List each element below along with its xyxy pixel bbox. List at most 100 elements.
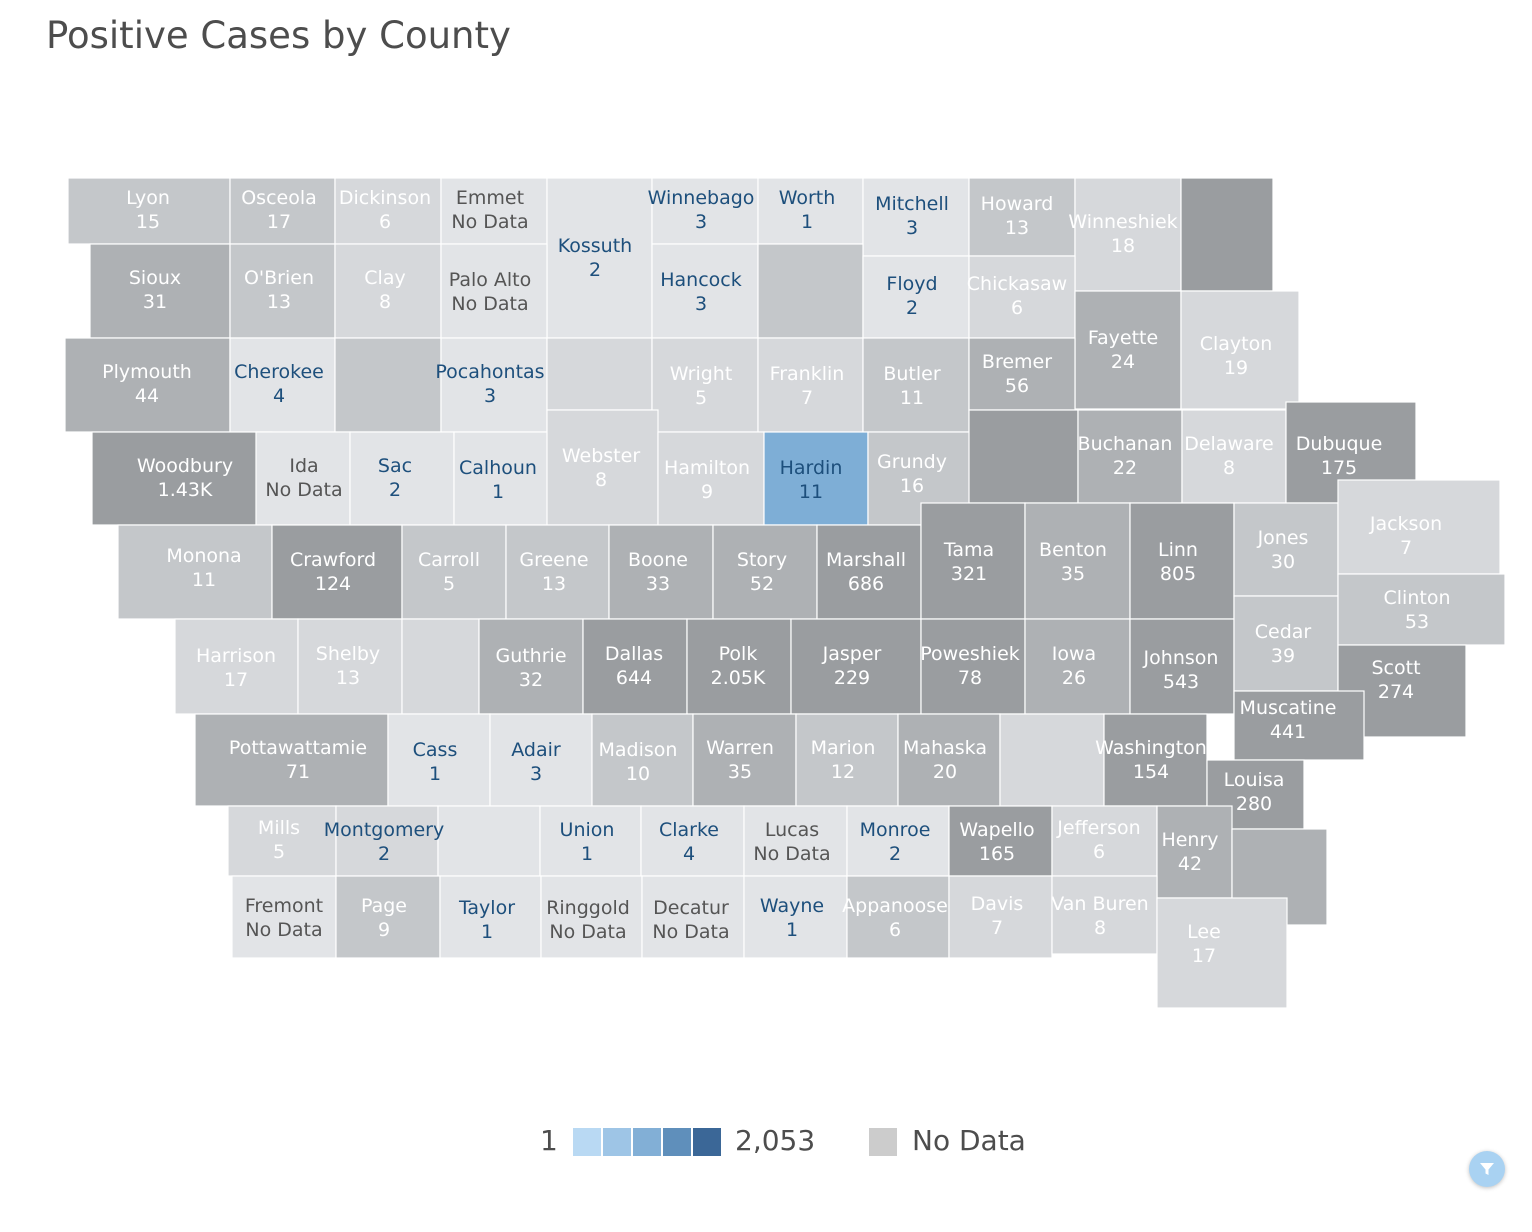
county-label-marshall: Marshall xyxy=(826,549,906,571)
county-story[interactable] xyxy=(712,524,818,620)
county-madison[interactable] xyxy=(591,713,694,807)
county-value-grundy: 16 xyxy=(900,475,924,497)
county-humboldt[interactable] xyxy=(546,337,653,411)
county-buena-vista[interactable] xyxy=(334,337,442,433)
county-adams[interactable] xyxy=(437,805,541,877)
county-harrison[interactable] xyxy=(174,618,299,715)
county-wright[interactable] xyxy=(651,337,759,433)
county-dickinson[interactable] xyxy=(334,177,442,245)
county-value-clayton: 19 xyxy=(1224,357,1248,379)
county-wayne[interactable] xyxy=(743,875,848,959)
county-clay[interactable] xyxy=(334,243,442,339)
county-marshall[interactable] xyxy=(816,524,922,620)
county-floyd[interactable] xyxy=(862,255,970,339)
county-sioux[interactable] xyxy=(89,243,231,339)
county-crawford[interactable] xyxy=(271,524,403,620)
county-label-jasper: Jasper xyxy=(822,643,882,665)
county-taylor[interactable] xyxy=(439,875,542,959)
county-benton[interactable] xyxy=(1024,502,1131,620)
county-sac[interactable] xyxy=(349,431,455,526)
county-muscatine[interactable] xyxy=(1233,690,1365,761)
county-monona[interactable] xyxy=(117,524,273,620)
county-kossuth[interactable] xyxy=(546,177,653,339)
county-lucas[interactable] xyxy=(743,805,848,877)
county-value-van-buren: 8 xyxy=(1094,917,1106,939)
county-lyon[interactable] xyxy=(67,177,231,245)
county-fayette[interactable] xyxy=(1074,290,1182,410)
county-mitchell[interactable] xyxy=(862,177,970,257)
county-lee[interactable] xyxy=(1156,897,1288,1009)
county-jefferson[interactable] xyxy=(1051,805,1158,877)
county-clarke[interactable] xyxy=(640,805,745,877)
county-henry[interactable] xyxy=(1156,805,1233,899)
county-osceola[interactable] xyxy=(229,177,336,245)
county-jones[interactable] xyxy=(1233,502,1339,597)
county-decatur[interactable] xyxy=(641,875,745,959)
county-shelby[interactable] xyxy=(297,618,403,715)
county-greene[interactable] xyxy=(505,524,610,620)
county-value-marion: 12 xyxy=(831,761,855,783)
county-ringgold[interactable] xyxy=(540,875,643,959)
county-hancock[interactable] xyxy=(651,243,759,339)
county-pottawattamie[interactable] xyxy=(194,713,389,807)
county-franklin[interactable] xyxy=(757,337,864,433)
county-dallas[interactable] xyxy=(582,618,688,715)
county-delaware[interactable] xyxy=(1181,409,1287,504)
county-black-hawk[interactable] xyxy=(968,409,1079,504)
county-marion[interactable] xyxy=(795,713,899,807)
county-warren[interactable] xyxy=(692,713,797,807)
county-woodbury[interactable] xyxy=(91,431,273,526)
county-label-osceola: Osceola xyxy=(241,187,317,209)
county-washington[interactable] xyxy=(1103,713,1208,807)
county-winneshiek[interactable] xyxy=(1074,177,1182,292)
county-value-webster: 8 xyxy=(595,469,607,491)
county-van-buren[interactable] xyxy=(1051,875,1158,955)
county-palo-alto[interactable] xyxy=(440,243,548,339)
county-jackson[interactable] xyxy=(1337,479,1501,575)
county-clayton[interactable] xyxy=(1180,290,1300,410)
county-union[interactable] xyxy=(539,805,642,877)
county-cerro-gordo[interactable] xyxy=(757,243,864,339)
county-butler[interactable] xyxy=(862,337,970,433)
county-label-fayette: Fayette xyxy=(1088,327,1158,349)
county-clinton[interactable] xyxy=(1337,573,1506,646)
county-label-poweshiek: Poweshiek xyxy=(920,643,1020,665)
county-cherokee[interactable] xyxy=(229,337,336,433)
county-mahaska[interactable] xyxy=(897,713,1001,807)
county-value-pocahontas: 3 xyxy=(484,385,496,407)
county-o-brien[interactable] xyxy=(229,243,336,339)
county-page[interactable] xyxy=(335,875,441,959)
county-montgomery[interactable] xyxy=(335,805,439,877)
county-iowa[interactable] xyxy=(1024,618,1131,715)
county-cedar[interactable] xyxy=(1233,595,1339,692)
county-value-dallas: 644 xyxy=(616,667,652,689)
filter-button[interactable] xyxy=(1469,1151,1505,1187)
county-monroe[interactable] xyxy=(846,805,950,877)
county-chickasaw[interactable] xyxy=(968,255,1076,339)
county-fremont[interactable] xyxy=(231,875,337,959)
county-plymouth[interactable] xyxy=(64,337,231,433)
county-keokuk[interactable] xyxy=(999,713,1105,807)
county-audubon[interactable] xyxy=(401,618,480,715)
county-webster[interactable] xyxy=(546,409,659,526)
county-worth[interactable] xyxy=(757,177,864,245)
county-mills[interactable] xyxy=(227,805,337,877)
county-label-louisa: Louisa xyxy=(1224,769,1285,791)
county-tama[interactable] xyxy=(920,502,1026,620)
county-value-ringgold: No Data xyxy=(549,921,626,943)
county-boone[interactable] xyxy=(608,524,714,620)
county-carroll[interactable] xyxy=(401,524,507,620)
county-label-buchanan: Buchanan xyxy=(1078,433,1173,455)
county-pocahontas[interactable] xyxy=(440,337,548,433)
county-appanoose[interactable] xyxy=(846,875,950,959)
county-johnson[interactable] xyxy=(1129,618,1235,715)
county-guthrie[interactable] xyxy=(478,618,584,715)
county-linn[interactable] xyxy=(1129,502,1235,620)
county-hamilton[interactable] xyxy=(657,431,765,526)
county-poweshiek[interactable] xyxy=(920,618,1026,715)
county-wapello[interactable] xyxy=(948,805,1053,877)
county-howard[interactable] xyxy=(968,177,1076,257)
county-polk[interactable] xyxy=(686,618,792,715)
county-allamakee[interactable] xyxy=(1180,177,1274,292)
county-bremer[interactable] xyxy=(968,337,1076,411)
